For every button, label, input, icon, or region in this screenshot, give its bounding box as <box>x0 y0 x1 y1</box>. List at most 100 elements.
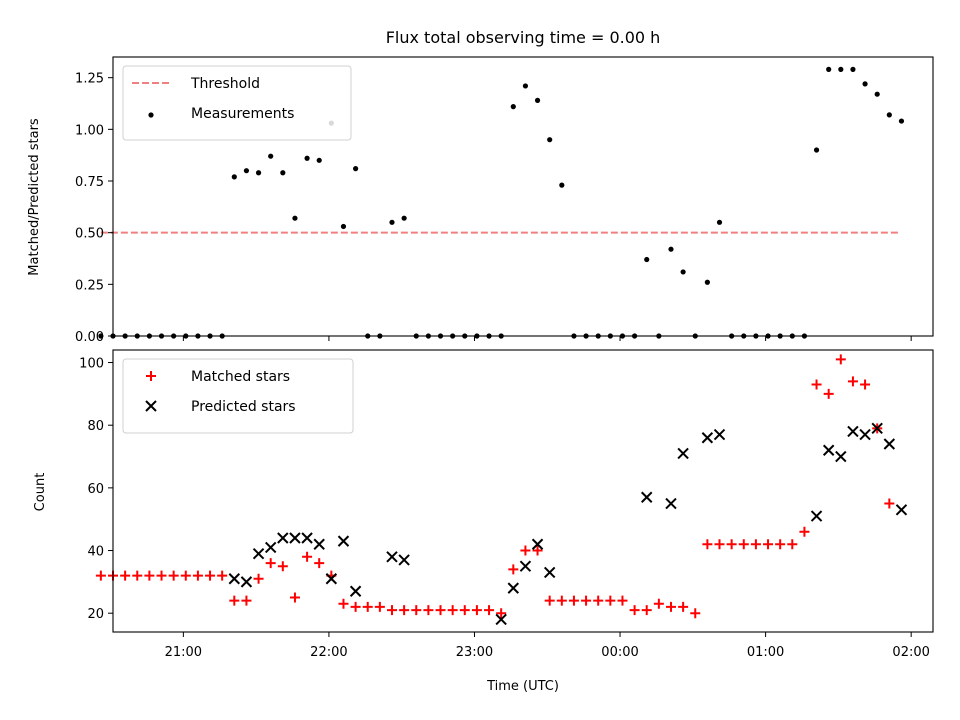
measurement-point <box>255 170 262 176</box>
predicted-stars-point <box>677 447 689 460</box>
measurement-point <box>874 91 880 97</box>
x-tick-label: 00:00 <box>601 645 638 660</box>
measurement-point <box>898 118 905 124</box>
matched-stars-point <box>665 601 676 612</box>
measurement-point <box>680 269 686 275</box>
matched-stars-point <box>568 595 579 606</box>
measurement-point <box>644 256 650 263</box>
y-tick-label: 0.50 <box>75 227 104 242</box>
axes-frame <box>112 349 934 633</box>
measurement-point <box>826 66 832 72</box>
x-tick-label: 22:00 <box>310 645 347 660</box>
matched-stars-point <box>192 570 203 581</box>
matched-stars-point <box>289 592 300 603</box>
predicted-stars-point <box>240 576 253 588</box>
series-matched-stars <box>95 354 895 619</box>
top-plot-area: 0.00 0.25 0.50 0.75 1.00 1.25 <box>75 56 934 345</box>
x-tick-label: 23:00 <box>456 645 493 660</box>
predicted-stars-point <box>543 566 556 579</box>
measurement-point <box>547 137 553 143</box>
legend-label: Predicted stars <box>191 399 296 415</box>
matched-stars-point <box>229 595 240 606</box>
measurement-point <box>534 97 541 103</box>
matched-stars-point <box>277 561 288 572</box>
predicted-stars-point <box>895 504 908 516</box>
matched-stars-point <box>253 573 264 584</box>
matched-stars-point <box>484 605 495 616</box>
x-tick-label: 21:00 <box>165 645 202 660</box>
matched-stars-point <box>860 379 871 390</box>
predicted-stars-point <box>398 554 410 566</box>
matched-stars-point <box>617 595 628 606</box>
matched-stars-point <box>556 595 567 606</box>
legend-box <box>122 65 352 141</box>
legend-predicted-marker <box>145 400 157 412</box>
y-tick-label: 60 <box>87 482 104 497</box>
matched-stars-point <box>302 551 313 562</box>
matched-stars-point <box>593 595 604 606</box>
matched-stars-point <box>811 379 822 390</box>
measurement-point <box>304 155 310 161</box>
predicted-stars-point <box>349 585 362 597</box>
matched-stars-point <box>835 354 846 365</box>
y-tick-label: 20 <box>87 607 104 622</box>
measurement-point <box>716 219 723 225</box>
matched-stars-point <box>496 608 507 619</box>
legend-measurement-marker <box>148 112 154 118</box>
measurement-point <box>862 81 868 87</box>
matched-stars-point <box>653 598 664 609</box>
top-title: Flux total observing time = 0.00 h <box>386 28 661 47</box>
series-predicted-stars <box>228 422 908 626</box>
predicted-stars-point <box>313 538 325 550</box>
matched-stars-point <box>435 605 446 616</box>
matched-stars-point <box>241 595 252 606</box>
legend-item: Matched stars <box>146 369 290 385</box>
matched-stars-point <box>641 605 652 616</box>
measurement-point <box>280 170 286 176</box>
bottom-plot-area: 20 40 60 80 100 21:00 22:00 23:00 00:00 01:00 02:0… <box>79 349 934 660</box>
matched-stars-point <box>763 539 774 550</box>
predicted-stars-point <box>859 428 871 441</box>
matched-stars-point <box>411 605 422 616</box>
matched-stars-point <box>447 605 458 616</box>
measurement-point <box>704 279 710 285</box>
matched-stars-point <box>459 605 470 616</box>
matched-stars-point <box>156 570 167 581</box>
matched-stars-point <box>217 570 228 581</box>
matched-stars-point <box>799 526 810 537</box>
predicted-stars-point <box>337 535 350 547</box>
matched-stars-point <box>520 545 531 556</box>
y-tick-label: 100 <box>79 357 104 372</box>
measurement-point <box>510 104 516 110</box>
predicted-stars-point <box>289 532 301 544</box>
matched-stars-point <box>374 601 385 612</box>
predicted-stars-point <box>519 560 532 572</box>
measurement-point <box>886 112 892 118</box>
measurement-point <box>98 333 104 339</box>
legend-label: Threshold <box>190 76 260 92</box>
matched-stars-point <box>180 570 191 581</box>
y-tick-label: 0.25 <box>75 278 104 293</box>
matched-stars-point <box>678 601 689 612</box>
legend-label: Measurements <box>191 106 294 122</box>
predicted-stars-point <box>822 444 835 456</box>
predicted-stars-point <box>713 428 726 441</box>
y-tick-label: 0.75 <box>75 175 104 190</box>
legend-item: Threshold <box>132 76 260 92</box>
matched-stars-point <box>775 539 786 550</box>
matched-stars-point <box>847 376 858 387</box>
measurement-point <box>389 219 395 225</box>
matched-stars-point <box>787 539 798 550</box>
matched-stars-point <box>738 539 749 550</box>
measurement-point <box>353 166 359 172</box>
matched-stars-point <box>532 545 543 556</box>
y-tick-label: 1.25 <box>75 72 104 87</box>
matched-stars-point <box>581 595 592 606</box>
matched-stars-point <box>338 598 349 609</box>
matched-stars-point <box>702 539 713 550</box>
legend-label: Matched stars <box>191 369 290 385</box>
measurement-point <box>316 157 322 163</box>
legend-item: Measurements <box>148 106 294 122</box>
matched-stars-point <box>168 570 179 581</box>
